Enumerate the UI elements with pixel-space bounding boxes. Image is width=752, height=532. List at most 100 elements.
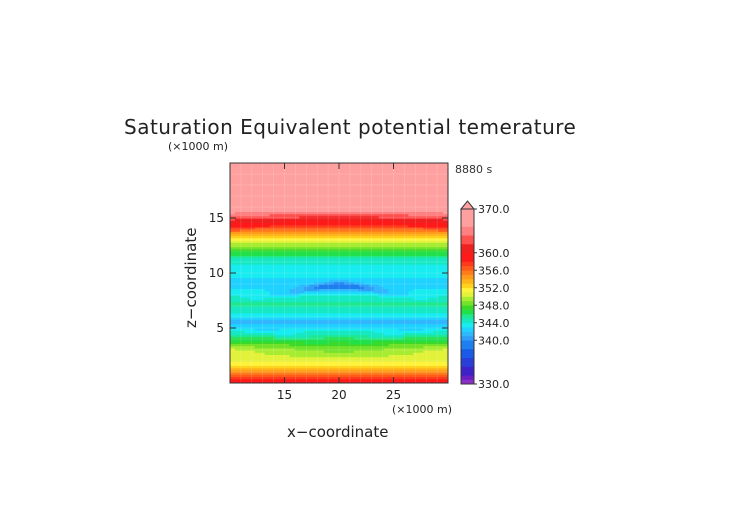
heatmap-cell [334,226,340,230]
heatmap-cell [388,187,395,190]
heatmap-cell [294,270,300,274]
heatmap-cell [339,339,345,342]
heatmap-cell [438,356,444,360]
heatmap-cell [373,290,380,294]
heatmap-cell [393,275,400,278]
heatmap-cell [383,292,390,296]
heatmap-cell [398,323,404,327]
heatmap-cell [334,372,340,375]
heatmap-cell [433,323,439,327]
heatmap-cell [433,248,439,252]
heatmap-cell [249,235,256,239]
heatmap-cell [398,229,404,232]
heatmap-cell [373,332,380,336]
heatmap-cell [353,251,360,254]
heatmap-cell [284,350,291,353]
heatmap-cell [353,207,360,210]
heatmap-cell [403,165,409,168]
heatmap-cell [383,281,390,285]
heatmap-cell [423,187,429,190]
heatmap-cell [259,259,266,263]
heatmap-cell [239,235,246,239]
heatmap-cell [284,334,291,338]
heatmap-cell [363,354,370,358]
heatmap-cell [443,240,448,243]
heatmap-cell [343,325,350,329]
heatmap-cell [363,171,370,175]
heatmap-cell [383,350,390,353]
heatmap-cell [309,306,315,309]
heatmap-cell [239,240,246,243]
heatmap-cell [244,163,251,166]
heatmap-cell [329,369,335,373]
heatmap-cell [373,253,380,256]
heatmap-cell [383,202,390,206]
heatmap-cell [334,222,340,226]
heatmap-cell [269,207,276,210]
heatmap-cell [423,211,429,215]
heatmap-cell [279,343,286,347]
heatmap-cell [309,310,315,314]
heatmap-cell [299,380,305,383]
heatmap-cell [329,237,335,241]
heatmap-cell [339,292,345,296]
heatmap-cell [363,325,370,329]
heatmap-cell [299,182,305,186]
heatmap-cell [398,204,404,208]
heatmap-cell [373,211,380,215]
heatmap-cell [234,253,241,256]
heatmap-cell [398,332,404,336]
heatmap-cell [244,317,251,320]
colorbar-band [461,309,474,315]
heatmap-cell [274,185,281,188]
heatmap-cell [289,211,295,215]
heatmap-cell [363,253,370,256]
heatmap-cell [378,240,385,243]
heatmap-cell [309,244,315,248]
heatmap-cell [403,323,409,327]
heatmap-cell [363,341,370,344]
heatmap-cell [393,255,400,259]
heatmap-cell [339,347,345,351]
heatmap-cell [343,259,350,263]
heatmap-cell [398,185,404,188]
heatmap-cell [418,354,424,358]
heatmap-cell [363,310,370,314]
heatmap-cell [239,198,246,201]
heatmap-cell [423,279,429,283]
heatmap-cell [289,176,295,179]
heatmap-cell [348,290,355,294]
heatmap-cell [393,358,400,362]
heatmap-cell [294,323,300,327]
heatmap-cell [284,361,291,364]
heatmap-cell [418,246,424,250]
heatmap-cell [378,189,385,193]
heatmap-cell [358,204,365,208]
heatmap-cell [324,361,330,364]
heatmap-cell [428,334,434,338]
heatmap-cell [428,246,434,250]
heatmap-cell [269,310,276,314]
heatmap-cell [368,163,375,166]
heatmap-cell [289,264,295,267]
heatmap-cell [438,297,444,300]
heatmap-cell [428,376,434,380]
heatmap-cell [334,185,340,188]
heatmap-cell [234,378,241,382]
heatmap-cell [259,323,266,327]
heatmap-cell [230,306,236,309]
heatmap-cell [319,242,325,245]
heatmap-cell [358,224,365,228]
heatmap-cell [388,251,395,254]
heatmap-cell [294,367,300,371]
heatmap-cell [438,301,444,305]
heatmap-cell [413,167,419,171]
heatmap-cell [249,284,256,287]
heatmap-cell [334,354,340,358]
heatmap-cell [324,273,330,276]
heatmap-cell [319,284,325,287]
heatmap-cell [274,257,281,261]
heatmap-cell [334,378,340,382]
heatmap-cell [324,301,330,305]
heatmap-cell [408,178,414,182]
